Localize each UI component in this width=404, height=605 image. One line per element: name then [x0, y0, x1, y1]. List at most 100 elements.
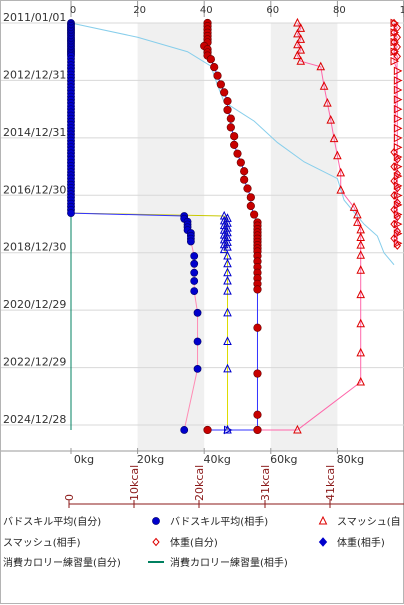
series-2-point — [293, 17, 302, 27]
series-4-point — [390, 18, 398, 28]
series-3-point — [393, 200, 403, 210]
series-4-point — [390, 191, 398, 200]
series-3-point — [393, 238, 403, 248]
series-5-point — [219, 225, 229, 234]
series-5-point — [223, 213, 232, 222]
legend-label: バドスキル平均(相手) — [170, 515, 268, 528]
y-tick-label: 2012/12/31 — [3, 68, 66, 81]
series-3-point — [393, 143, 403, 152]
series-1-point — [253, 425, 262, 435]
series-4-point — [393, 52, 401, 61]
series-1-point — [230, 140, 239, 149]
series-5-point — [223, 222, 232, 232]
series-4-point — [393, 198, 401, 207]
series-4-point — [393, 42, 401, 52]
x-tick-label: 40kg — [204, 453, 231, 466]
self-after-gap-point — [193, 365, 202, 373]
series-2-point — [356, 376, 366, 386]
series-2-point — [293, 28, 302, 38]
legend-label: スマッシュ(相手) — [3, 536, 81, 549]
series-1-point — [210, 63, 219, 72]
y-tick-label: 2011/01/01 — [3, 11, 66, 24]
series-2-point — [356, 240, 366, 249]
series-4-point — [393, 23, 401, 32]
x-tick-label: 0kg — [74, 453, 94, 466]
bottom-row-point — [224, 425, 233, 435]
series-1-point — [253, 323, 262, 332]
series-1-point — [233, 149, 242, 158]
series-3-point — [393, 76, 403, 85]
series-4-point — [390, 37, 398, 47]
kcal-tick-label: 31kcal — [259, 465, 272, 501]
series-4-point — [390, 147, 398, 157]
series-2-point — [293, 424, 302, 434]
series-1-point — [226, 114, 235, 123]
series-2-point — [356, 265, 366, 274]
series-3-point — [393, 171, 403, 181]
series-5-point — [223, 232, 232, 242]
series-3-point — [393, 181, 403, 191]
legend-swatch — [318, 537, 328, 547]
kcal-tick-label: 20kcal — [193, 465, 206, 501]
series-5-point — [223, 242, 232, 251]
series-5-point — [223, 363, 232, 373]
series-4-point — [390, 234, 398, 243]
series-5-point — [223, 227, 232, 237]
series-1-point — [216, 80, 225, 89]
self-after-gap-point — [193, 308, 202, 317]
series-4-point — [393, 155, 401, 164]
series-5-point — [223, 336, 232, 346]
series-5-point — [219, 234, 229, 244]
self-after-gap-point — [190, 252, 199, 260]
series-5-point — [223, 258, 232, 268]
y-tick-label: 2014/12/31 — [3, 126, 66, 139]
shaded-bands — [137, 23, 338, 451]
series-2-point — [356, 289, 366, 299]
series-4-point — [390, 176, 398, 186]
series-lines — [70, 22, 398, 431]
self-after-gap-point — [193, 337, 202, 346]
series-1-point — [220, 88, 229, 97]
series-1-point — [240, 175, 249, 184]
shaded-band — [270, 23, 338, 451]
series-2-point — [333, 150, 342, 160]
series-1-point — [223, 97, 232, 106]
series-5-point — [219, 210, 229, 220]
series-4-line — [393, 22, 398, 246]
legend-swatch — [152, 517, 160, 525]
series-5-point — [223, 307, 232, 317]
series-3-point — [393, 85, 403, 95]
series-2-point — [353, 217, 362, 226]
series-2-point — [336, 184, 346, 194]
series-1-point — [250, 210, 259, 219]
kcal-tick-label: 0 — [63, 494, 76, 501]
series-2-point — [296, 34, 306, 43]
x-top-tick-label: 20 — [133, 5, 146, 16]
series-2-point — [296, 56, 306, 65]
series-3-point — [393, 191, 403, 200]
legend-label: バドスキル平均(自分) — [3, 515, 101, 528]
self-after-gap-point — [186, 237, 195, 246]
series-2-point — [296, 23, 306, 32]
series-2-point — [296, 45, 306, 54]
self-after-gap-point — [190, 287, 199, 296]
y-tick-label: 2022/12/29 — [3, 356, 66, 369]
series-5-point — [223, 237, 232, 246]
series-3-point — [393, 124, 403, 133]
series-4-point — [390, 47, 398, 56]
series-5-point — [219, 244, 229, 254]
series-1-point — [206, 55, 215, 64]
x-top-tick-label: 10 — [400, 5, 404, 16]
series-1-point — [246, 193, 255, 202]
series-1-point — [240, 167, 249, 176]
series-3-point — [393, 162, 403, 171]
bottom-row-point — [203, 425, 212, 435]
kcal-tick-label: 41kcal — [324, 465, 337, 501]
series-markers — [67, 17, 403, 435]
series-4-point — [393, 169, 401, 179]
series-1-point — [243, 184, 252, 193]
y-tick-label: 2018/12/30 — [3, 241, 66, 254]
